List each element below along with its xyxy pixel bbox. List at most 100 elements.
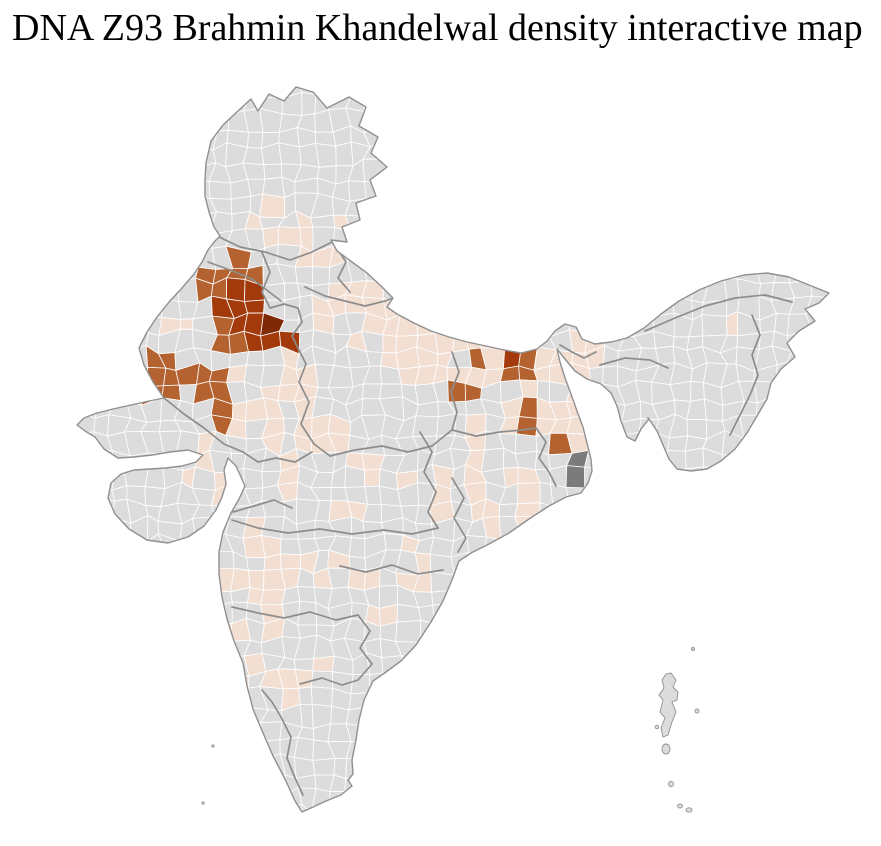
district-cell[interactable] bbox=[752, 107, 775, 131]
district-cell[interactable] bbox=[653, 757, 673, 775]
small-island[interactable] bbox=[691, 647, 695, 651]
district-cell[interactable] bbox=[515, 569, 541, 592]
district-cell[interactable] bbox=[432, 805, 455, 829]
district-cell[interactable] bbox=[348, 537, 366, 559]
district-cell[interactable] bbox=[73, 212, 99, 236]
district-cell[interactable] bbox=[535, 619, 558, 643]
district-cell[interactable] bbox=[162, 634, 179, 659]
district-cell[interactable] bbox=[416, 313, 436, 336]
district-cell[interactable] bbox=[515, 145, 538, 163]
district-cell[interactable] bbox=[399, 165, 422, 181]
district-cell[interactable] bbox=[841, 313, 856, 335]
district-cell[interactable] bbox=[467, 573, 489, 588]
district-cell[interactable] bbox=[740, 147, 759, 167]
district-cell[interactable] bbox=[311, 686, 333, 707]
small-island[interactable] bbox=[694, 708, 700, 714]
district-cell[interactable] bbox=[435, 771, 452, 796]
district-cell[interactable] bbox=[514, 622, 537, 643]
district-cell[interactable] bbox=[839, 178, 856, 201]
district-cell[interactable] bbox=[790, 619, 808, 638]
district-cell[interactable] bbox=[650, 587, 677, 610]
district-cell[interactable] bbox=[433, 230, 451, 250]
district-cell[interactable] bbox=[806, 250, 826, 266]
district-cell[interactable] bbox=[723, 141, 745, 167]
district-cell[interactable] bbox=[124, 584, 150, 604]
district-cell[interactable] bbox=[551, 825, 572, 841]
district-cell[interactable] bbox=[825, 333, 842, 354]
district-cell[interactable] bbox=[601, 839, 621, 846]
district-cell[interactable] bbox=[602, 226, 625, 249]
district-cell[interactable] bbox=[90, 296, 115, 317]
district-cell[interactable] bbox=[199, 638, 218, 655]
district-cell[interactable] bbox=[823, 438, 844, 454]
district-cell[interactable] bbox=[401, 178, 422, 202]
district-cell[interactable] bbox=[430, 111, 456, 133]
district-cell[interactable] bbox=[752, 499, 771, 524]
district-cell[interactable] bbox=[841, 298, 858, 313]
district-cell[interactable] bbox=[588, 144, 607, 167]
district-cell[interactable] bbox=[381, 738, 405, 760]
district-cell[interactable] bbox=[210, 567, 235, 593]
district-cell[interactable] bbox=[111, 380, 128, 400]
district-cell[interactable] bbox=[89, 773, 112, 796]
district-cell[interactable] bbox=[60, 193, 80, 214]
district-cell[interactable] bbox=[690, 498, 705, 524]
district-cell[interactable] bbox=[791, 230, 812, 253]
district-cell[interactable] bbox=[520, 534, 541, 557]
district-cell[interactable] bbox=[347, 839, 367, 846]
district-cell[interactable] bbox=[518, 93, 538, 113]
district-cell[interactable] bbox=[804, 467, 829, 487]
district-cell[interactable] bbox=[418, 165, 439, 181]
district-cell[interactable] bbox=[690, 381, 705, 402]
district-cell[interactable] bbox=[433, 278, 452, 304]
district-cell[interactable] bbox=[585, 634, 605, 656]
district-cell[interactable] bbox=[483, 536, 506, 559]
district-cell[interactable] bbox=[174, 653, 200, 672]
district-cell[interactable] bbox=[722, 723, 742, 742]
district-cell[interactable] bbox=[225, 739, 249, 760]
district-cell[interactable] bbox=[582, 400, 605, 421]
district-cell[interactable] bbox=[720, 126, 745, 149]
district-cell[interactable] bbox=[620, 654, 638, 678]
district-cell[interactable] bbox=[755, 195, 774, 217]
district-cell[interactable] bbox=[383, 707, 405, 728]
district-cell[interactable] bbox=[807, 384, 829, 402]
district-cell[interactable] bbox=[775, 807, 793, 827]
district-cell[interactable] bbox=[293, 757, 316, 779]
district-cell[interactable] bbox=[195, 687, 214, 712]
district-cell[interactable] bbox=[616, 693, 638, 707]
district-cell[interactable] bbox=[123, 294, 150, 319]
district-cell[interactable] bbox=[599, 538, 623, 558]
district-cell[interactable] bbox=[123, 669, 149, 694]
district-cell[interactable] bbox=[162, 656, 180, 675]
district-cell[interactable] bbox=[79, 449, 99, 471]
district-cell[interactable] bbox=[825, 199, 842, 218]
district-cell[interactable] bbox=[123, 638, 149, 658]
district-cell[interactable] bbox=[770, 536, 794, 555]
district-cell[interactable] bbox=[432, 145, 451, 168]
district-cell[interactable] bbox=[397, 232, 421, 251]
district-cell[interactable] bbox=[685, 670, 706, 695]
district-cell[interactable] bbox=[669, 196, 692, 219]
district-cell[interactable] bbox=[158, 587, 180, 608]
district-cell[interactable] bbox=[228, 74, 251, 95]
district-cell[interactable] bbox=[364, 485, 382, 505]
district-cell[interactable] bbox=[312, 655, 335, 673]
district-cell[interactable] bbox=[74, 755, 98, 777]
district-cell[interactable] bbox=[345, 757, 371, 780]
district-cell[interactable] bbox=[328, 78, 352, 98]
district-cell[interactable] bbox=[194, 618, 218, 644]
district-cell[interactable] bbox=[142, 260, 163, 282]
district-cell[interactable] bbox=[806, 738, 828, 762]
district-cell[interactable] bbox=[89, 623, 111, 639]
district-cell[interactable] bbox=[651, 228, 676, 253]
district-cell[interactable] bbox=[57, 260, 81, 283]
district-cell[interactable] bbox=[243, 93, 261, 112]
district-cell[interactable] bbox=[481, 158, 505, 182]
district-cell[interactable] bbox=[587, 566, 608, 589]
district-cell[interactable] bbox=[415, 209, 436, 234]
district-cell[interactable] bbox=[464, 195, 489, 211]
district-cell[interactable] bbox=[418, 810, 436, 826]
district-cell[interactable] bbox=[144, 141, 163, 166]
district-cell[interactable] bbox=[160, 725, 176, 746]
